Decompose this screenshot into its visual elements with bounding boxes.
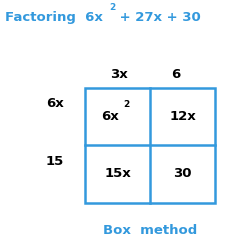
Text: Factoring  6x: Factoring 6x bbox=[5, 11, 103, 24]
Text: 30: 30 bbox=[173, 167, 192, 180]
Text: 6: 6 bbox=[172, 68, 181, 82]
Text: 15x: 15x bbox=[104, 167, 131, 180]
Text: 6x: 6x bbox=[101, 110, 119, 123]
Bar bbox=[85, 88, 215, 202]
Text: 15: 15 bbox=[46, 155, 64, 168]
Text: Box  method: Box method bbox=[103, 224, 197, 236]
Text: + 27x + 30: + 27x + 30 bbox=[115, 11, 201, 24]
Text: 3x: 3x bbox=[110, 68, 128, 82]
Text: 2: 2 bbox=[123, 100, 130, 110]
Text: 6x: 6x bbox=[46, 97, 64, 110]
Text: 12x: 12x bbox=[169, 110, 196, 123]
Text: 2: 2 bbox=[109, 4, 115, 13]
